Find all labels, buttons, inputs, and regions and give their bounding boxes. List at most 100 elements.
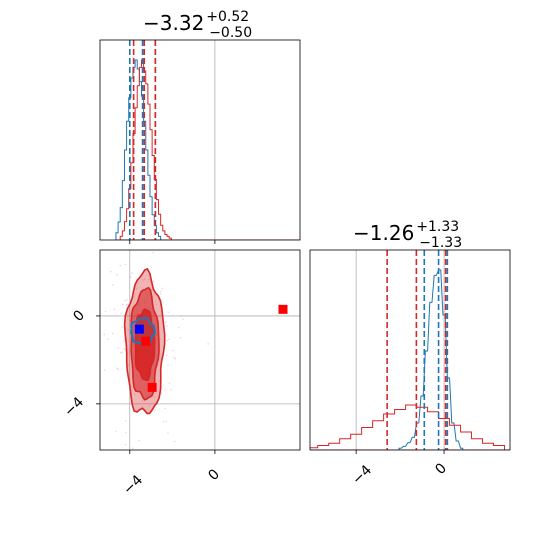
sample-point — [152, 251, 155, 254]
sample-point — [170, 388, 172, 391]
sample-point — [133, 295, 135, 298]
sample-point — [129, 276, 132, 278]
sample-point — [148, 404, 151, 407]
sample-point — [182, 318, 184, 321]
sample-point — [155, 303, 158, 306]
title-plus: +0.52 — [206, 9, 249, 25]
sample-point — [180, 315, 182, 317]
axis-ticks — [355, 450, 445, 454]
sample-point — [138, 439, 140, 442]
sample-point — [159, 293, 162, 295]
marker-square — [134, 324, 144, 334]
sample-point — [179, 336, 182, 339]
panel-title: −3.32 +0.52 −0.50 — [143, 9, 252, 41]
panel-title: −1.26 +1.33 −1.33 — [353, 219, 462, 251]
histogram-blue — [310, 404, 510, 450]
histogram-step-line — [310, 404, 506, 450]
sample-point — [121, 326, 123, 328]
sample-point — [113, 308, 116, 311]
sample-point — [167, 311, 170, 313]
sample-point — [121, 303, 124, 306]
x-tick-label: 0 — [432, 460, 450, 478]
histogram-series — [310, 269, 510, 450]
sample-point — [117, 368, 120, 371]
sample-point — [148, 278, 150, 281]
axis-ticks — [96, 315, 216, 454]
sample-point — [125, 431, 127, 434]
sample-point — [122, 339, 125, 342]
sample-point — [126, 299, 128, 301]
sample-point — [142, 279, 144, 281]
sample-point — [126, 303, 129, 306]
sample-point — [168, 338, 170, 341]
y-tick-label: 0 — [70, 307, 88, 325]
sample-point — [173, 356, 175, 359]
quantile-lines — [386, 250, 449, 450]
sample-point — [125, 238, 127, 240]
x-tick-label: 0 — [205, 466, 223, 484]
axes-frame — [99, 249, 301, 451]
sample-point — [103, 333, 106, 336]
sample-point — [164, 407, 166, 410]
sample-point — [124, 419, 127, 422]
x-tick-label: −4 — [120, 472, 146, 498]
sample-point — [153, 395, 155, 398]
sample-point — [165, 420, 168, 423]
sample-point — [116, 367, 118, 369]
sample-point — [164, 389, 167, 391]
sample-point — [166, 339, 168, 342]
sample-point — [157, 364, 159, 367]
x-tick-label: −4 — [349, 462, 375, 488]
sample-point — [167, 364, 169, 366]
sample-point — [103, 369, 106, 371]
title-minus: −1.33 — [419, 235, 462, 251]
sample-point — [112, 284, 114, 286]
sample-point — [171, 349, 174, 352]
sample-point — [143, 278, 146, 281]
sample-point — [128, 401, 131, 403]
sample-point — [167, 432, 169, 435]
sample-point — [124, 263, 127, 266]
histogram-red — [119, 59, 300, 240]
sample-point — [127, 328, 129, 331]
sample-point — [165, 354, 168, 357]
title-median: −3.32 — [143, 11, 204, 35]
histogram-blue — [398, 269, 510, 450]
sample-point — [63, 283, 65, 285]
sample-point — [135, 287, 138, 290]
sample-point — [124, 299, 126, 302]
sample-point — [131, 272, 133, 274]
sample-point — [134, 292, 137, 295]
sample-point — [173, 440, 176, 443]
marker-square — [278, 304, 288, 314]
sample-point — [110, 270, 112, 273]
marker-points — [134, 304, 288, 392]
histogram-step-line — [119, 59, 172, 240]
quantile-lines — [128, 40, 157, 240]
sample-point — [177, 326, 180, 329]
sample-point — [119, 264, 122, 267]
sample-point — [106, 338, 109, 340]
axis-ticks — [129, 240, 216, 244]
sample-point — [176, 246, 178, 248]
sample-point — [115, 430, 117, 433]
sample-point — [174, 204, 176, 206]
y-tick-label: −4 — [61, 394, 87, 420]
sample-point — [117, 347, 120, 349]
sample-point — [104, 310, 107, 313]
histogram-step-line — [398, 269, 464, 450]
sample-point — [159, 338, 162, 340]
sample-point — [97, 358, 99, 360]
histogram-step-line — [115, 59, 162, 240]
marker-square — [147, 382, 157, 392]
sample-point — [141, 399, 144, 402]
grid-lines — [355, 250, 445, 450]
sample-point — [125, 304, 128, 306]
marker-square — [141, 336, 151, 346]
sample-point — [121, 351, 124, 354]
axes-frame — [309, 249, 511, 451]
sample-point — [152, 280, 155, 283]
sample-point — [154, 408, 157, 411]
sample-point — [137, 472, 139, 474]
